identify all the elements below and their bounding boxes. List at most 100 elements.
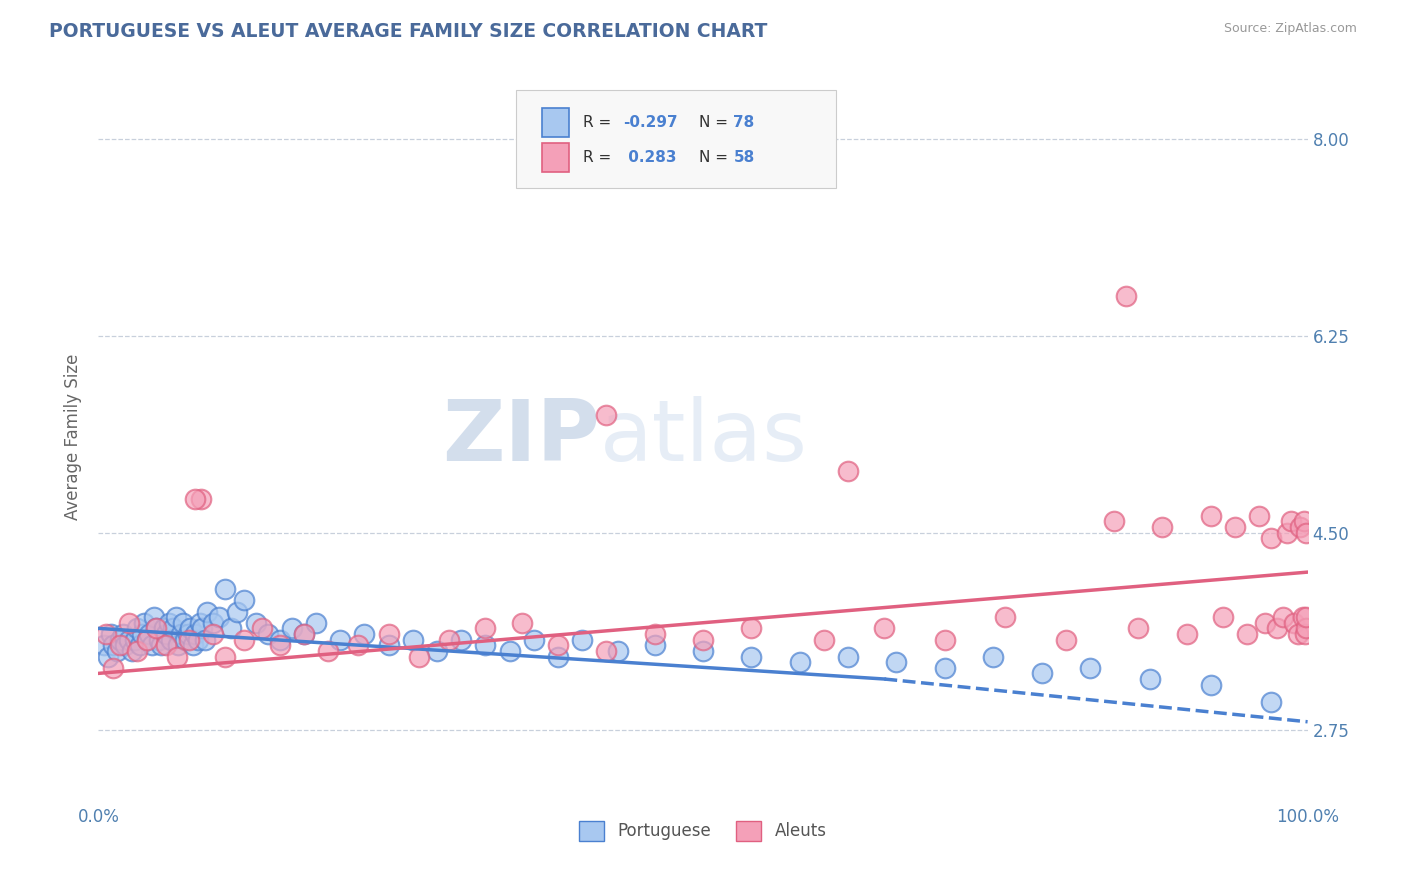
Point (214, 582, 236, 596)
Point (131, 627, 153, 641)
Point (595, 644, 617, 658)
Point (450, 632, 472, 647)
Point (128, 638, 150, 652)
Point (195, 605, 218, 619)
FancyBboxPatch shape (516, 90, 837, 188)
Point (105, 644, 128, 658)
Point (292, 627, 315, 641)
Point (152, 621, 174, 635)
Point (101, 661, 124, 675)
Point (1078, 661, 1101, 675)
Point (100, 627, 122, 641)
Point (1223, 520, 1246, 534)
Point (124, 632, 146, 647)
Text: R =: R = (583, 115, 616, 129)
Point (789, 655, 811, 669)
Point (1267, 621, 1289, 635)
Point (1284, 615, 1306, 630)
Point (167, 638, 190, 652)
Point (155, 638, 177, 652)
Point (740, 649, 762, 664)
Point (547, 638, 569, 652)
Point (181, 638, 204, 652)
Point (994, 610, 1017, 624)
Point (644, 627, 666, 641)
Y-axis label: Average Family Size: Average Family Size (65, 354, 83, 520)
Point (269, 632, 291, 647)
Point (523, 632, 546, 647)
Point (143, 610, 166, 624)
Point (1249, 508, 1271, 523)
Point (426, 644, 449, 658)
Point (226, 605, 249, 619)
Point (437, 632, 460, 647)
Point (692, 644, 714, 658)
Point (1260, 694, 1282, 708)
Point (1254, 615, 1277, 630)
Point (813, 632, 835, 647)
Point (377, 627, 399, 641)
Point (1279, 515, 1302, 529)
Point (101, 638, 124, 652)
Point (134, 615, 156, 630)
Point (179, 632, 201, 647)
Point (172, 615, 194, 630)
Point (1115, 289, 1137, 303)
Point (1199, 508, 1222, 523)
Point (118, 632, 141, 647)
Point (157, 615, 180, 630)
Point (177, 627, 200, 641)
Point (873, 621, 896, 635)
Text: 0.283: 0.283 (623, 150, 676, 165)
Point (402, 632, 425, 647)
Text: 78: 78 (734, 115, 755, 129)
FancyBboxPatch shape (543, 143, 569, 172)
Point (934, 632, 956, 647)
Point (1295, 621, 1317, 635)
Point (191, 621, 214, 635)
Point (981, 649, 1004, 664)
Point (474, 621, 496, 635)
Point (190, 491, 212, 506)
Text: -0.297: -0.297 (623, 115, 678, 129)
Point (474, 638, 496, 652)
Point (547, 649, 569, 664)
Point (232, 632, 254, 647)
Point (1292, 610, 1315, 624)
Point (135, 632, 157, 647)
Point (184, 491, 207, 506)
Point (165, 610, 187, 624)
Point (250, 621, 273, 635)
Point (837, 649, 859, 664)
Text: PORTUGUESE VS ALEUT AVERAGE FAMILY SIZE CORRELATION CHART: PORTUGUESE VS ALEUT AVERAGE FAMILY SIZE … (49, 22, 768, 41)
Text: N =: N = (700, 115, 734, 129)
Point (184, 627, 207, 641)
Point (1152, 520, 1174, 534)
Point (179, 621, 201, 635)
Point (934, 661, 956, 675)
Point (93, 638, 115, 652)
Point (316, 644, 339, 658)
Point (347, 638, 370, 652)
Legend: Portuguese, Aleuts: Portuguese, Aleuts (571, 813, 835, 849)
FancyBboxPatch shape (543, 108, 569, 136)
Point (214, 649, 236, 664)
Point (127, 644, 149, 658)
Point (510, 615, 533, 630)
Point (135, 632, 157, 647)
Point (1054, 632, 1077, 647)
Point (202, 627, 225, 641)
Point (408, 649, 430, 664)
Point (1212, 610, 1234, 624)
Point (1295, 525, 1317, 540)
Point (194, 632, 217, 647)
Text: atlas: atlas (600, 395, 808, 479)
Point (281, 621, 304, 635)
Text: Source: ZipAtlas.com: Source: ZipAtlas.com (1223, 22, 1357, 36)
Point (269, 638, 291, 652)
Point (1289, 520, 1312, 534)
Point (121, 644, 143, 658)
Point (607, 644, 630, 658)
Point (150, 638, 173, 652)
Point (377, 638, 399, 652)
